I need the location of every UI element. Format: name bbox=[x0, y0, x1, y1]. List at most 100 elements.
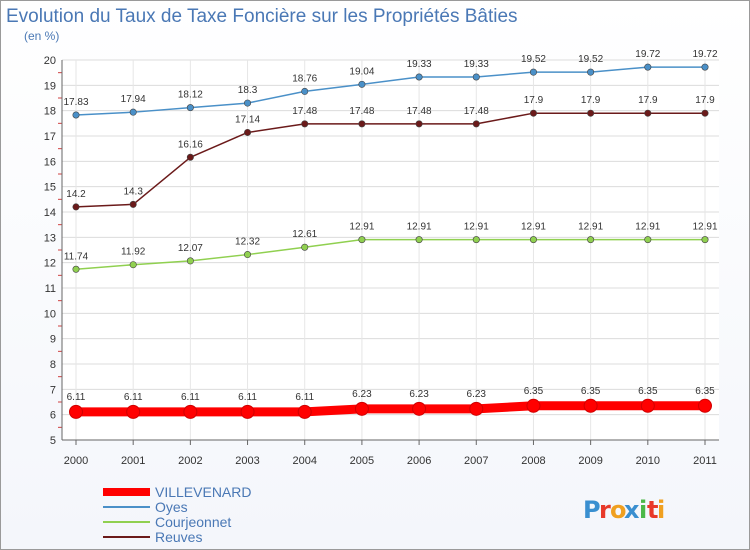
y-tick-label: 20 bbox=[44, 55, 56, 67]
data-label: 14.3 bbox=[123, 186, 143, 197]
data-label: 6.11 bbox=[67, 392, 86, 403]
data-label: 12.91 bbox=[578, 222, 603, 233]
data-point bbox=[301, 243, 309, 251]
data-label: 17.9 bbox=[524, 95, 544, 106]
data-point bbox=[469, 401, 484, 416]
data-label: 11.92 bbox=[121, 247, 146, 258]
x-tick-label: 2008 bbox=[521, 455, 545, 467]
logo-letter: P bbox=[583, 496, 601, 524]
data-point bbox=[526, 398, 541, 413]
legend-label: Oyes bbox=[155, 499, 188, 515]
data-label: 17.48 bbox=[349, 106, 374, 117]
data-label: 17.9 bbox=[581, 95, 601, 106]
data-point bbox=[701, 109, 709, 117]
data-point bbox=[72, 111, 80, 119]
data-label: 17.9 bbox=[638, 95, 658, 106]
data-point bbox=[244, 251, 252, 259]
plot-area bbox=[62, 60, 719, 440]
data-point bbox=[129, 261, 137, 269]
series-line bbox=[75, 66, 706, 116]
data-label: 12.61 bbox=[292, 229, 317, 240]
x-tick-label: 2011 bbox=[693, 455, 717, 467]
data-point bbox=[240, 404, 255, 419]
legend-label: Reuves bbox=[155, 529, 202, 545]
data-point bbox=[415, 73, 423, 81]
legend-label: Courjeonnet bbox=[155, 514, 231, 530]
logo-letter: t bbox=[647, 496, 658, 524]
data-label: 12.91 bbox=[349, 222, 374, 233]
x-tick-label: 2004 bbox=[292, 455, 316, 467]
logo-letter: o bbox=[610, 496, 627, 524]
y-tick-label: 14 bbox=[44, 207, 56, 219]
data-point bbox=[587, 109, 595, 117]
x-tick-label: 2001 bbox=[121, 455, 145, 467]
data-label: 11.74 bbox=[64, 251, 89, 262]
y-tick-label: 6 bbox=[50, 410, 56, 422]
data-label: 6.11 bbox=[124, 392, 143, 403]
data-label: 6.23 bbox=[467, 389, 487, 400]
data-label: 6.35 bbox=[695, 386, 715, 397]
data-point bbox=[472, 73, 480, 81]
data-label: 18.3 bbox=[238, 85, 258, 96]
logo-letter: i bbox=[657, 496, 665, 524]
data-label: 12.91 bbox=[635, 222, 660, 233]
data-point bbox=[129, 108, 137, 116]
y-tick-label: 11 bbox=[45, 283, 56, 295]
data-label: 17.14 bbox=[235, 114, 260, 125]
data-point bbox=[69, 404, 83, 419]
y-tick-label: 7 bbox=[50, 384, 56, 396]
data-point bbox=[529, 109, 537, 117]
x-tick-label: 2010 bbox=[636, 455, 660, 467]
axes: 5 6 7 8 9 10 11 12 13 14 15 16 17 18 19 20 2000 2001 2002 2… bbox=[44, 55, 719, 467]
data-label: 18.76 bbox=[292, 73, 317, 84]
y-tick-label: 5 bbox=[50, 435, 56, 447]
data-point bbox=[701, 236, 709, 244]
data-label: 19.72 bbox=[635, 49, 660, 60]
data-point bbox=[640, 398, 655, 413]
x-tick-label: 2002 bbox=[178, 455, 202, 467]
data-point bbox=[698, 398, 712, 413]
y-tick-label: 16 bbox=[44, 156, 56, 168]
data-point bbox=[701, 63, 709, 71]
y-tick-label: 19 bbox=[44, 80, 56, 92]
y-tick-label: 17 bbox=[44, 131, 56, 143]
data-label: 6.35 bbox=[581, 386, 601, 397]
y-tick-label: 10 bbox=[44, 308, 56, 320]
data-point bbox=[529, 68, 537, 76]
data-point bbox=[129, 200, 137, 208]
data-point bbox=[301, 120, 309, 128]
data-label: 6.11 bbox=[181, 392, 200, 403]
data-point bbox=[412, 401, 427, 416]
data-point bbox=[244, 128, 252, 136]
data-label: 12.91 bbox=[407, 222, 432, 233]
logo-letter: x bbox=[624, 496, 640, 524]
data-point bbox=[472, 236, 480, 244]
data-point bbox=[358, 80, 366, 88]
data-label: 17.9 bbox=[695, 95, 715, 106]
x-tick-label: 2006 bbox=[407, 455, 431, 467]
data-label: 12.91 bbox=[464, 222, 489, 233]
logo-letter: i bbox=[639, 496, 647, 524]
series-line bbox=[71, 401, 710, 417]
data-label: 18.12 bbox=[178, 90, 203, 101]
data-label: 6.23 bbox=[409, 389, 429, 400]
data-label: 17.94 bbox=[121, 94, 146, 105]
data-label: 19.52 bbox=[521, 54, 546, 65]
chart-subtitle: (en %) bbox=[24, 29, 59, 43]
data-label: 16.16 bbox=[178, 139, 203, 150]
data-label: 19.33 bbox=[464, 59, 489, 70]
data-point bbox=[186, 153, 194, 161]
data-point bbox=[186, 257, 194, 265]
data-label: 6.35 bbox=[524, 386, 544, 397]
data-point bbox=[354, 401, 369, 416]
y-tick-label: 18 bbox=[44, 106, 56, 118]
data-label: 6.23 bbox=[352, 389, 372, 400]
data-point bbox=[472, 120, 480, 128]
data-label: 17.48 bbox=[464, 106, 489, 117]
data-point bbox=[183, 404, 198, 419]
data-point bbox=[587, 68, 595, 76]
data-point bbox=[415, 120, 423, 128]
data-label: 19.04 bbox=[349, 66, 374, 77]
data-point bbox=[358, 236, 366, 244]
